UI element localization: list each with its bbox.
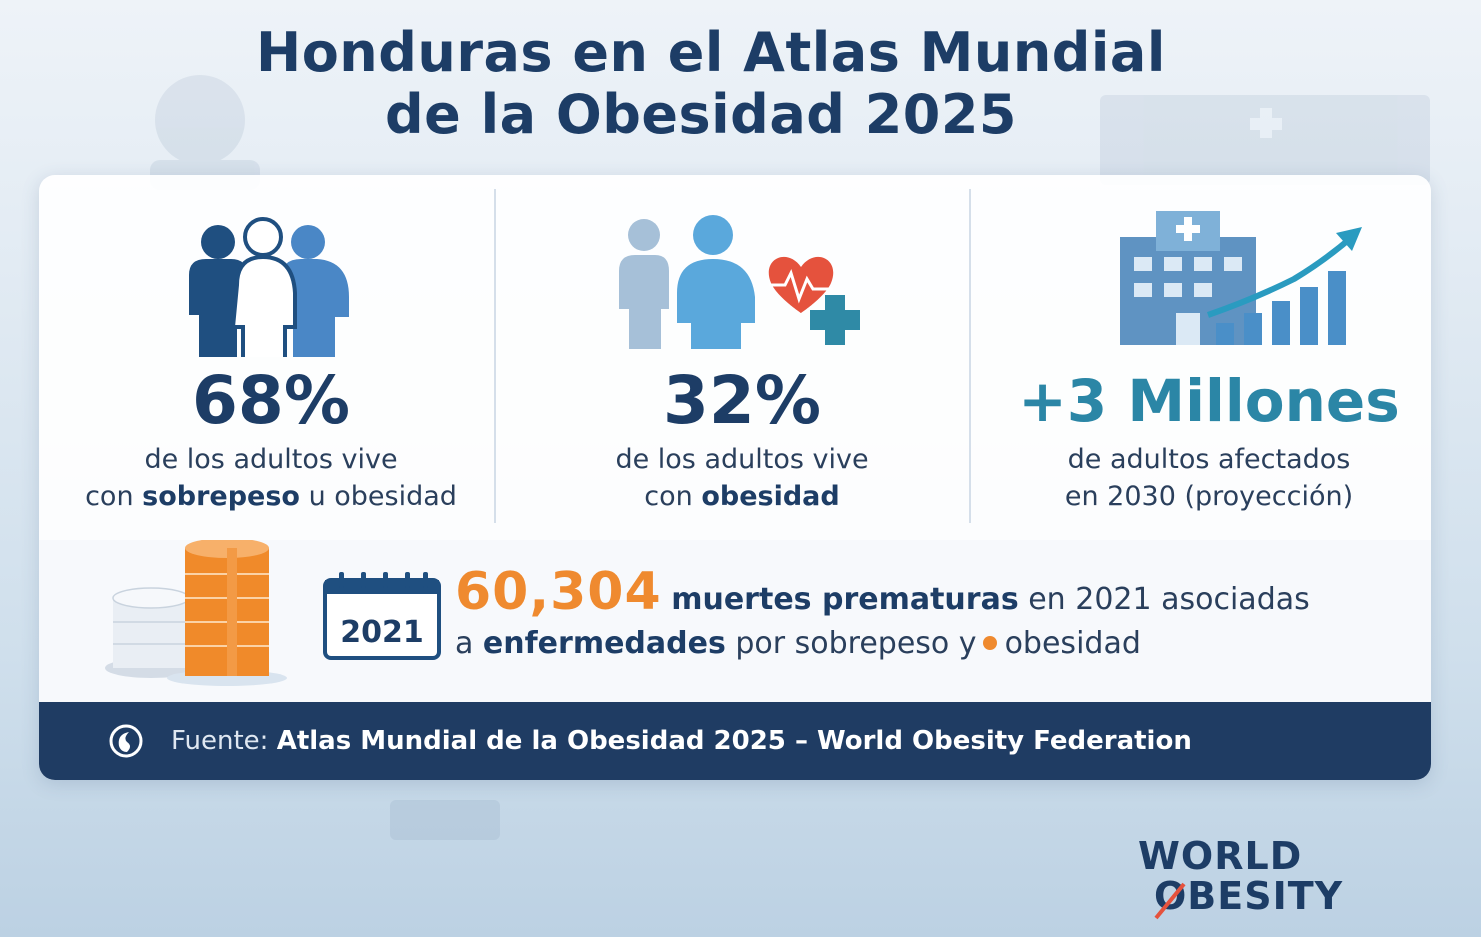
stat-desc-line2: con sobrepeso u obesidad (61, 478, 481, 515)
source-name: Atlas Mundial de la Obesidad 2025 – Worl… (276, 726, 1192, 756)
deaths-text: obesidad (1004, 626, 1141, 661)
deaths-band: 2021 60,304 muertes prematuras en 2021 a… (39, 540, 1431, 702)
desc-text: con (644, 481, 702, 512)
title-line-1: Honduras en el Atlas Mundial (256, 21, 1166, 84)
stat-description: de los adultos vive con obesidad (517, 441, 967, 515)
divider (494, 189, 496, 523)
desc-text: con (85, 481, 143, 512)
logo-line1: WORLD (1138, 834, 1303, 878)
orange-dot-icon (982, 635, 997, 650)
source-label: Fuente: (171, 726, 277, 756)
logo-slash-icon (1154, 882, 1186, 920)
stat-description: de los adultos vive con sobrepeso u obes… (61, 441, 481, 515)
stat-description: de adultos afectados en 2030 (proyección… (994, 441, 1424, 515)
calendar-year: 2021 (340, 615, 424, 650)
deaths-text: por sobrepeso y (725, 626, 977, 661)
stats-card: 68% de los adultos vive con sobrepeso u … (39, 175, 1431, 780)
stat-desc-line1: de adultos afectados (1067, 444, 1351, 475)
people-with-heart-icon (517, 197, 967, 357)
deaths-text: en 2021 asociadas (1018, 582, 1310, 617)
deaths-number: 60,304 (455, 562, 662, 622)
desc-text: u obesidad (299, 481, 457, 512)
source-text: Fuente: Atlas Mundial de la Obesidad 202… (171, 702, 1192, 780)
world-obesity-logo: WORLD OBESITY (1138, 836, 1378, 920)
desc-bold: obesidad (701, 481, 840, 512)
logo-line2: OBESITY (1154, 874, 1344, 918)
page-title: Honduras en el Atlas Mundial de la Obesi… (0, 22, 1481, 147)
source-footer: Fuente: Atlas Mundial de la Obesidad 202… (39, 702, 1431, 780)
stat-overweight: 68% de los adultos vive con sobrepeso u … (61, 175, 481, 535)
coin-stacks-icon (105, 540, 287, 686)
hospital-growth-chart-icon (994, 197, 1424, 357)
title-line-2: de la Obesidad 2025 (385, 83, 1018, 146)
stat-value: 32% (663, 362, 821, 439)
deaths-line2: a enfermedades por sobrepeso y obesidad (455, 622, 1310, 666)
divider (969, 189, 971, 523)
calendar-icon: 2021 (323, 570, 441, 660)
stat-value: +3 Millones (1018, 367, 1400, 435)
deaths-text: a (455, 626, 483, 661)
deaths-bold: muertes prematuras (671, 582, 1019, 617)
desc-bold: sobrepeso (142, 481, 300, 512)
stat-desc-line2: con obesidad (517, 478, 967, 515)
stat-projection: +3 Millones de adultos afectados en 2030… (994, 175, 1424, 535)
globe-logo-icon (109, 724, 143, 758)
stat-value: 68% (192, 362, 350, 439)
stat-desc-line1: de los adultos vive (144, 444, 398, 475)
deaths-statement: 60,304 muertes prematuras en 2021 asocia… (455, 566, 1310, 666)
stat-desc-line1: de los adultos vive (615, 444, 869, 475)
group-of-people-icon (61, 197, 481, 369)
stat-obesity: 32% de los adultos vive con obesidad (517, 175, 967, 535)
stat-desc-line2: en 2030 (proyección) (1064, 481, 1354, 512)
deaths-bold: enfermedades (482, 626, 726, 661)
deaths-line1: 60,304 muertes prematuras en 2021 asocia… (455, 566, 1310, 622)
